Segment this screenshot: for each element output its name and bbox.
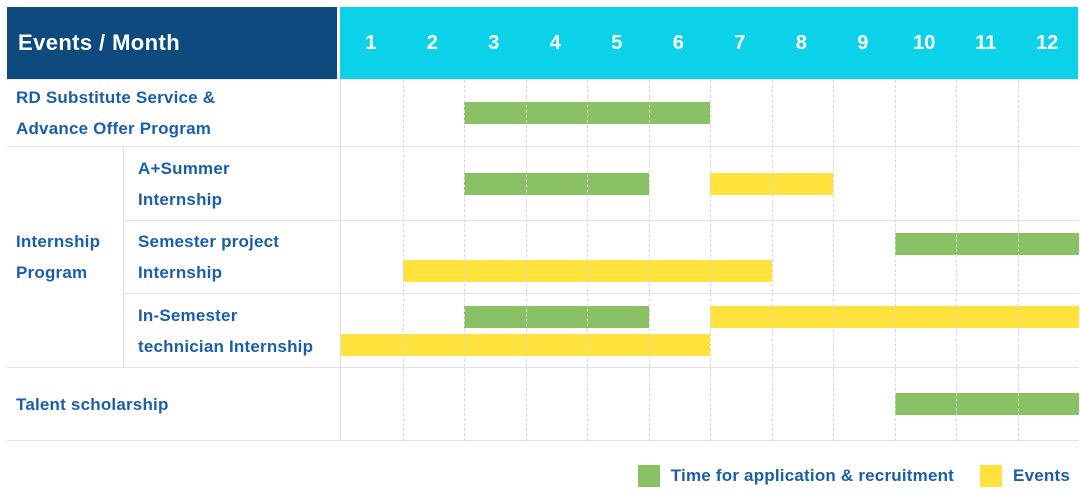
month-gridline <box>587 80 588 441</box>
month-header-10: 10 <box>913 31 936 54</box>
chart-body: RD Substitute Service & Advance Offer Pr… <box>7 79 1079 441</box>
gantt-grid <box>340 80 1079 441</box>
legend-label: Time for application & recruitment <box>670 466 955 485</box>
row-label-semester-project: Semester project Internship <box>124 221 340 294</box>
month-gridline <box>402 80 404 441</box>
header-title: Events / Month <box>18 30 181 55</box>
group-label-line: Internship <box>16 232 101 251</box>
gantt-bar-green <box>464 306 649 328</box>
month-gridline <box>894 80 896 441</box>
legend-item: Events <box>980 465 1070 487</box>
month-header-row: 1 2 3 4 5 6 7 8 9 10 11 12 <box>340 7 1078 79</box>
row-label-line: Semester project <box>138 232 280 251</box>
gantt-bar-green <box>464 172 649 195</box>
gantt-bar-green <box>894 393 1079 415</box>
month-header-6: 6 <box>672 31 684 54</box>
month-header-2: 2 <box>426 31 438 54</box>
month-gridline <box>956 80 957 441</box>
month-header-11: 11 <box>975 31 997 54</box>
month-gridline <box>464 80 465 441</box>
group-label-internship-program: Internship Program <box>7 147 124 368</box>
row-label-rd-substitute: RD Substitute Service & Advance Offer Pr… <box>7 80 340 147</box>
row-label-line: technician Internship <box>138 336 314 356</box>
legend-swatch-green <box>637 465 660 487</box>
row-label-line: Talent scholarship <box>16 394 169 414</box>
row-label-line: In-Semester <box>138 305 238 325</box>
month-header-1: 1 <box>365 31 377 54</box>
legend-swatch-yellow <box>980 465 1003 487</box>
legend-label: Events <box>1013 466 1070 485</box>
row-label-line: RD Substitute Service & <box>16 88 216 107</box>
month-gridline <box>525 80 527 441</box>
month-header-4: 4 <box>549 31 561 54</box>
header-corner-cell: Events / Month <box>7 7 337 79</box>
row-label-in-semester-technician: In-Semester technician Internship <box>124 294 340 368</box>
month-header-8: 8 <box>795 31 807 54</box>
month-gridline <box>710 80 711 441</box>
month-header-3: 3 <box>488 31 500 54</box>
month-header-9: 9 <box>857 31 869 54</box>
month-gridline <box>833 80 834 441</box>
row-label-talent-scholarship: Talent scholarship <box>7 368 340 441</box>
month-gridline <box>648 80 650 441</box>
month-gridline <box>1017 80 1019 441</box>
row-label-a-plus-summer: A+Summer Internship <box>124 147 340 221</box>
row-label-line: Internship <box>138 189 223 209</box>
month-gridline <box>771 80 773 441</box>
row-label-line: Advance Offer Program <box>16 119 212 138</box>
month-header-7: 7 <box>734 31 746 54</box>
legend-item: Time for application & recruitment <box>637 465 955 487</box>
row-label-line: A+Summer <box>138 158 230 178</box>
row-label-line: Internship <box>138 263 223 282</box>
month-header-5: 5 <box>611 31 623 54</box>
group-label-line: Program <box>16 263 88 282</box>
gantt-bar-green <box>894 233 1079 255</box>
month-header-12: 12 <box>1036 31 1059 54</box>
legend: Time for application & recruitment Events <box>637 465 1070 487</box>
